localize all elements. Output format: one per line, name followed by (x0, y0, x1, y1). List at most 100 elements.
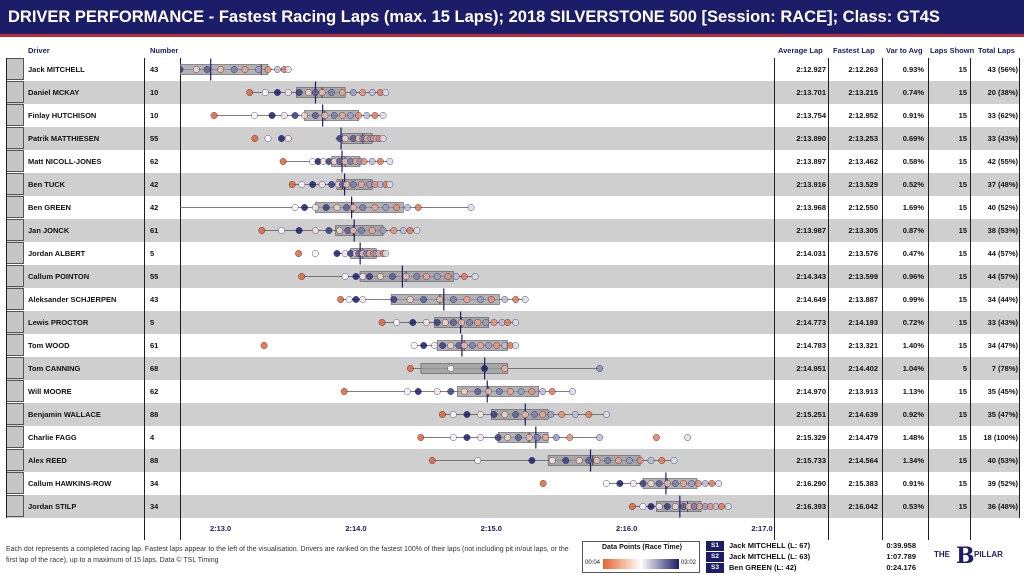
color-legend: Data Points (Race Time) 00:04 03:02 (582, 541, 700, 573)
lap-time-plot (180, 58, 732, 518)
lap-dot (628, 503, 636, 510)
average-lap: 2:16.393 (796, 502, 826, 511)
lap-dot (345, 296, 353, 303)
lap-dot (647, 480, 655, 487)
driver-number: 55 (150, 134, 159, 143)
lap-dot (482, 319, 490, 326)
driver-name: Will MOORE (28, 387, 72, 396)
lap-dot (569, 388, 576, 395)
driver-name: Finlay HUTCHISON (28, 111, 97, 120)
lap-dot (439, 411, 446, 418)
lap-dot (357, 181, 365, 188)
lap-dot (539, 480, 547, 487)
total-laps: 38 (53%) (987, 226, 1018, 235)
driver-number: 10 (150, 111, 159, 120)
lap-dot (630, 480, 637, 487)
lap-dot (376, 158, 384, 165)
fastest-lap: 2:12.550 (848, 203, 878, 212)
lap-dot (504, 319, 511, 326)
lap-dot (715, 480, 723, 487)
title-bar: DRIVER PERFORMANCE - Fastest Racing Laps… (0, 0, 1024, 37)
average-lap: 2:13.916 (796, 180, 826, 189)
laps-shown: 15 (958, 180, 967, 189)
var-to-avg: 0.72% (902, 318, 924, 327)
lap-dot (616, 480, 624, 487)
lap-dot (305, 89, 312, 96)
lap-dot (409, 319, 417, 326)
lap-dot (389, 273, 396, 280)
lap-dot (463, 434, 471, 441)
average-lap: 2:14.343 (796, 272, 826, 281)
fastest-lap: 2:13.462 (848, 157, 878, 166)
fastest-lap: 2:15.383 (848, 479, 878, 488)
lap-dot (278, 135, 285, 142)
lap-dot (357, 227, 365, 234)
sector-driver: Ben GREEN (L: 42) (729, 563, 797, 572)
lap-dot (382, 250, 390, 257)
laps-shown: 15 (958, 157, 967, 166)
average-lap: 2:13.754 (796, 111, 826, 120)
lap-dot (403, 388, 411, 395)
row-color-swatch (6, 334, 24, 356)
driver-name: Ben GREEN (28, 203, 71, 212)
lap-dot (562, 457, 570, 464)
lap-dot (655, 480, 663, 487)
header-laps-shown: Laps Shown (930, 46, 975, 55)
lap-dot (192, 66, 200, 73)
lap-dot (386, 158, 394, 165)
lap-dot (371, 204, 379, 211)
lap-dot (321, 112, 329, 119)
lap-dot (639, 480, 647, 487)
lap-dot (450, 319, 457, 326)
driver-number: 88 (150, 456, 159, 465)
lap-dot (566, 434, 574, 441)
fastest-lap: 2:13.529 (848, 180, 878, 189)
footnote: Each dot represents a completed racing l… (6, 546, 569, 564)
fastest-lap: 2:14.193 (848, 318, 878, 327)
row-color-swatch (6, 495, 24, 517)
row-color-swatch (6, 104, 24, 126)
lap-dot (291, 112, 299, 119)
lap-dot (647, 503, 655, 510)
var-to-avg: 0.69% (902, 134, 924, 143)
lap-dot (647, 457, 655, 464)
var-to-avg: 0.92% (902, 410, 924, 419)
driver-number: 34 (150, 479, 159, 488)
lap-dot (393, 319, 400, 326)
lap-dot (402, 273, 410, 280)
lap-dot (366, 273, 373, 280)
lap-dot (298, 273, 306, 280)
logo-text-post: PILLAR (974, 550, 1003, 559)
var-to-avg: 0.87% (902, 226, 924, 235)
lap-dot (301, 204, 308, 211)
lap-dot (636, 457, 644, 464)
lap-dot (539, 411, 547, 418)
average-lap: 2:14.649 (796, 295, 826, 304)
var-to-avg: 0.93% (902, 65, 924, 74)
laps-shown: 15 (958, 203, 967, 212)
lap-dot (352, 273, 360, 280)
driver-number: 43 (150, 295, 159, 304)
lap-dot (501, 296, 509, 303)
laps-shown: 15 (958, 249, 967, 258)
fastest-lap: 2:14.402 (848, 364, 878, 373)
driver-number: 43 (150, 65, 159, 74)
lap-dot (180, 66, 184, 73)
lap-dot (340, 388, 348, 395)
column-divider (774, 58, 775, 540)
fastest-lap: 2:13.305 (848, 226, 878, 235)
lap-dot (359, 204, 367, 211)
var-to-avg: 0.91% (902, 111, 924, 120)
row-color-swatch (6, 449, 24, 471)
legend-max-label: 03:02 (681, 560, 697, 566)
laps-shown: 15 (958, 456, 967, 465)
lap-dot (474, 457, 482, 464)
table-row (6, 173, 1020, 196)
lap-dot (433, 273, 441, 280)
var-to-avg: 0.47% (902, 249, 924, 258)
lap-dot (251, 135, 259, 142)
total-laps: 33 (62%) (987, 111, 1018, 120)
lap-dot (382, 204, 390, 211)
total-laps: 20 (38%) (987, 88, 1018, 97)
iqr-box (420, 363, 508, 374)
